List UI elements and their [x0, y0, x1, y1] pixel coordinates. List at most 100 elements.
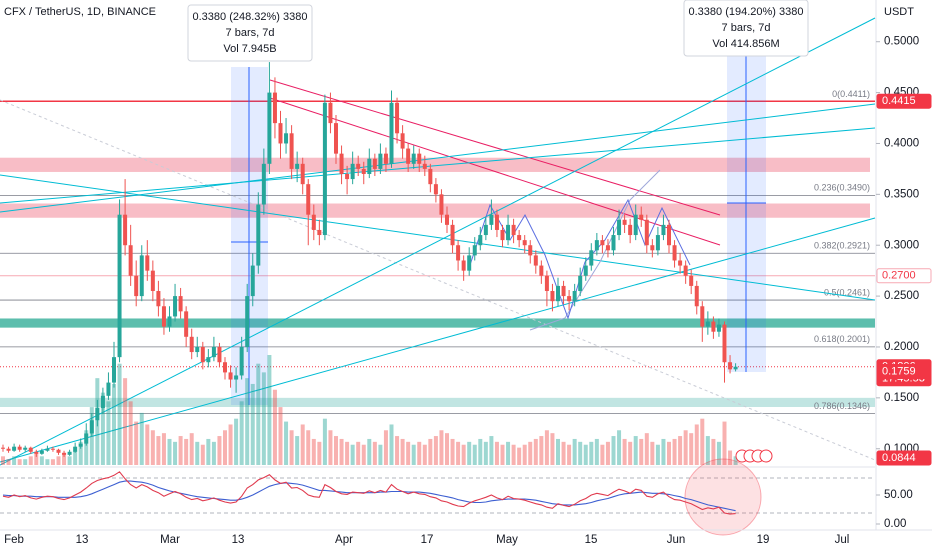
candle-body [533, 255, 538, 266]
volume-bar [644, 433, 649, 465]
volume-bar [567, 444, 572, 465]
volume-bar [123, 378, 128, 465]
candle-body [572, 291, 577, 302]
candle-body [683, 265, 688, 276]
candle-body [639, 214, 644, 220]
candle-body [39, 450, 44, 454]
volume-bar [17, 459, 22, 465]
candle-body [722, 324, 727, 363]
volume-bar [322, 418, 327, 465]
candle-body [62, 452, 67, 455]
candle-body [112, 357, 116, 383]
candle-body [361, 168, 366, 174]
volume-bar [628, 441, 633, 465]
price-tag-label: 0.1759 [882, 365, 916, 377]
candle-body [478, 235, 483, 246]
volume-bar [228, 424, 233, 465]
candle-body [195, 346, 200, 353]
measure-text: 7 bars, 7d [722, 22, 771, 34]
candle-body [6, 448, 11, 451]
volume-bar [417, 441, 422, 465]
x-tick-label: Mar [160, 534, 180, 546]
volume-bar [655, 444, 660, 465]
volume [1, 355, 738, 465]
volume-bar [511, 444, 516, 465]
volume-bar [200, 444, 205, 465]
volume-bar [100, 392, 105, 465]
volume-bar [445, 433, 449, 465]
trend-line [0, 127, 876, 204]
volume-bar [295, 436, 300, 465]
fib-label: 0.382(0.2921) [814, 241, 870, 251]
rsi-line [2, 471, 736, 515]
candle-body [500, 229, 505, 241]
volume-bar [428, 438, 433, 465]
zone [0, 203, 870, 218]
measure-text: 0.3380 (194.20%) 3380 [689, 6, 804, 18]
candle-body [73, 446, 78, 452]
volume-bar [250, 383, 255, 465]
volume-bar [605, 441, 610, 465]
volume-bar [439, 430, 444, 465]
zone [0, 157, 870, 172]
candle-body [633, 214, 638, 236]
candle-body [511, 224, 516, 236]
x-tick-label: 19 [757, 534, 770, 546]
volume-bar [733, 456, 738, 465]
volume-bar [289, 430, 294, 465]
price-tag [876, 268, 932, 284]
volume-bar [383, 430, 388, 465]
volume-bar [378, 444, 383, 465]
candle-body [261, 163, 266, 205]
candle-body [544, 275, 549, 292]
volume-bar [456, 441, 461, 465]
volume-bar [28, 456, 33, 465]
volume-bar [650, 441, 655, 465]
candle-body [411, 153, 416, 164]
candle-body [84, 433, 89, 444]
volume-bar [284, 421, 289, 465]
candle-body [433, 184, 438, 195]
candle-body [173, 296, 178, 317]
volume-bar [239, 401, 244, 465]
candle-body [667, 224, 671, 246]
volume-bar [195, 441, 200, 465]
candle-body [494, 214, 499, 230]
x-tick-label: Feb [4, 534, 24, 546]
candle-body [372, 158, 377, 169]
candle-body [561, 285, 566, 297]
volume-bar [572, 438, 577, 465]
candle-body [733, 366, 738, 370]
volume-bar [156, 436, 161, 465]
candle-body [217, 346, 222, 363]
volume-bar [561, 441, 566, 465]
volume-bar [667, 441, 671, 465]
candle-body [211, 346, 216, 358]
volume-bar [367, 438, 372, 465]
volume-bar [489, 436, 494, 465]
candle-body [161, 306, 166, 327]
volume-bar [117, 363, 122, 465]
volume-bar [334, 436, 338, 465]
candle-body [489, 214, 494, 225]
candle-body [239, 346, 244, 376]
candle-body [184, 311, 189, 337]
volume-bar [234, 418, 239, 465]
candle-body [389, 102, 394, 164]
volume-bar [528, 441, 533, 465]
x-tick-label: 15 [585, 534, 598, 546]
candle-body [100, 395, 105, 409]
y-tick-label: 0.3500 [884, 188, 919, 200]
volume-bar [206, 438, 211, 465]
zones [0, 157, 875, 408]
volume-bar [345, 441, 350, 465]
x-tick-label: Apr [335, 534, 353, 546]
volume-bar [700, 418, 705, 465]
candle-body [428, 168, 433, 185]
volume-bar [450, 438, 455, 465]
volume-bar [34, 453, 39, 465]
volume-bar [106, 401, 111, 465]
candle-body [456, 245, 461, 261]
candle-body [567, 296, 572, 302]
volume-bar [506, 441, 511, 465]
